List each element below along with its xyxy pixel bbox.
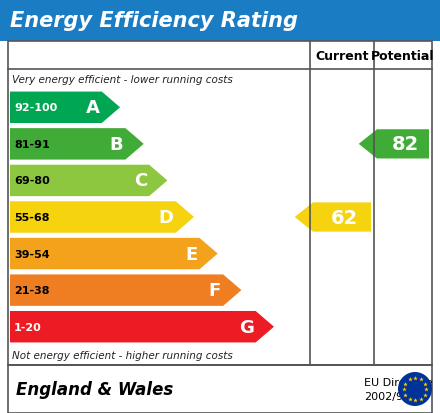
Text: EU Directive
2002/91/EC: EU Directive 2002/91/EC bbox=[364, 377, 433, 401]
Polygon shape bbox=[10, 238, 218, 270]
Text: Very energy efficient - lower running costs: Very energy efficient - lower running co… bbox=[12, 75, 233, 85]
Bar bbox=[8, 365, 432, 413]
Text: 62: 62 bbox=[330, 208, 358, 227]
Text: 39-54: 39-54 bbox=[14, 249, 50, 259]
Text: A: A bbox=[86, 99, 100, 117]
Text: C: C bbox=[134, 172, 147, 190]
Text: B: B bbox=[110, 135, 124, 154]
Text: 55-68: 55-68 bbox=[14, 212, 49, 223]
Text: E: E bbox=[185, 245, 198, 263]
Bar bbox=[8, 42, 432, 365]
Text: G: G bbox=[239, 318, 254, 336]
Text: 81-91: 81-91 bbox=[14, 140, 50, 150]
Text: 82: 82 bbox=[391, 135, 418, 154]
Text: 69-80: 69-80 bbox=[14, 176, 50, 186]
Text: Potential: Potential bbox=[371, 50, 435, 62]
Text: Current: Current bbox=[315, 50, 369, 62]
Polygon shape bbox=[10, 275, 242, 306]
Polygon shape bbox=[295, 203, 371, 232]
Bar bbox=[0, 0, 440, 42]
Polygon shape bbox=[10, 202, 194, 233]
Text: 92-100: 92-100 bbox=[14, 103, 57, 113]
Polygon shape bbox=[10, 165, 167, 197]
Polygon shape bbox=[10, 311, 274, 343]
Polygon shape bbox=[359, 130, 429, 159]
Text: Energy Efficiency Rating: Energy Efficiency Rating bbox=[10, 11, 298, 31]
Bar bbox=[0, 365, 440, 413]
Polygon shape bbox=[10, 93, 120, 124]
Text: 1-20: 1-20 bbox=[14, 322, 42, 332]
Text: D: D bbox=[159, 209, 174, 226]
Circle shape bbox=[398, 372, 432, 406]
Text: F: F bbox=[209, 282, 221, 299]
Text: Not energy efficient - higher running costs: Not energy efficient - higher running co… bbox=[12, 350, 233, 360]
Text: 21-38: 21-38 bbox=[14, 285, 49, 295]
Polygon shape bbox=[10, 129, 144, 160]
Text: England & Wales: England & Wales bbox=[16, 380, 173, 398]
